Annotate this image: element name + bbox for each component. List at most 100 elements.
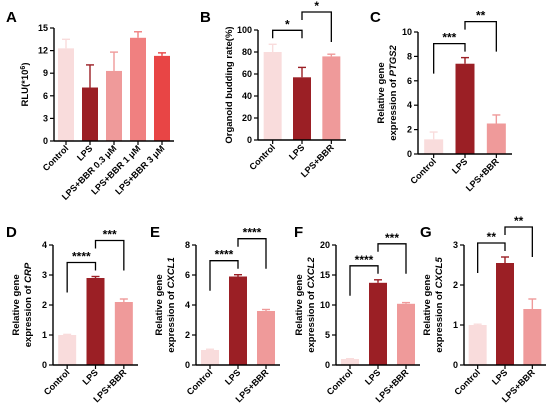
significance-bracket (209, 260, 239, 291)
significance-bracket (272, 29, 303, 39)
significance-bracket (477, 242, 506, 273)
y-tick-label: 2 (407, 125, 412, 135)
bar-2 (82, 87, 98, 141)
bar-3 (114, 302, 133, 365)
significance-label: *** (442, 31, 456, 45)
y-axis-label: Relative gene (154, 274, 165, 335)
significance-label: ** (514, 214, 524, 228)
bar-2 (369, 282, 387, 365)
bar-3 (397, 303, 415, 365)
y-axis-label: Relative gene (294, 274, 305, 335)
x-tick-label: Control (408, 156, 438, 186)
y-tick-label: 4 (42, 240, 47, 250)
x-tick-label: Control (42, 367, 72, 397)
bar-3 (486, 123, 506, 154)
bar-1 (58, 335, 77, 365)
bar-2 (86, 278, 105, 365)
significance-label: * (285, 17, 290, 31)
significance-label: * (314, 0, 319, 13)
y-tick-label: 0 (43, 136, 48, 146)
bar-1 (424, 139, 444, 154)
x-tick-label: LPS+BBR (464, 156, 501, 193)
y-tick-label: 0 (247, 135, 252, 145)
y-tick-label: 1 (453, 320, 458, 330)
y-tick-label: 80 (242, 47, 252, 57)
bar-1 (58, 48, 74, 142)
bar-3 (257, 311, 275, 365)
panel-letter: G (420, 224, 432, 241)
bar-5 (154, 55, 170, 141)
x-tick-label: Control (185, 367, 215, 397)
y-axis-label: RLU(*106) (20, 62, 31, 106)
y-tick-label: 20 (320, 240, 330, 250)
y-tick-label: 20 (242, 113, 252, 123)
y-tick-label: 8 (185, 240, 190, 250)
y-axis-label: Relative gene (11, 274, 22, 335)
significance-bracket (301, 11, 332, 42)
x-tick-label: Control (41, 143, 71, 173)
panel-letter: D (6, 224, 17, 241)
significance-bracket (349, 265, 379, 296)
bar-2 (496, 263, 514, 365)
significance-label: ** (476, 9, 486, 23)
y-axis-label: Organoid budding rate(%) (224, 26, 235, 143)
bar-4 (130, 37, 146, 141)
x-tick-label: LPS (363, 367, 382, 386)
y-tick-label: 10 (402, 27, 412, 37)
panel-letter: E (150, 224, 160, 241)
significance-bracket (66, 261, 97, 293)
y-tick-label: 9 (43, 68, 48, 78)
y-tick-label: 0 (407, 149, 412, 159)
significance-label: **** (355, 253, 374, 267)
bar-1 (341, 359, 359, 365)
x-tick-label: Control (452, 367, 482, 397)
y-tick-label: 0 (42, 360, 47, 370)
y-tick-label: 4 (407, 100, 412, 110)
y-tick-label: 8 (407, 51, 412, 61)
y-axis-label: expression of PTGS2 (388, 45, 399, 141)
bar-2 (229, 276, 247, 365)
y-tick-label: 12 (38, 46, 48, 56)
y-tick-label: 15 (320, 270, 330, 280)
y-tick-label: 3 (42, 270, 47, 280)
y-tick-label: 40 (242, 91, 252, 101)
y-tick-label: 6 (407, 76, 412, 86)
x-tick-label: Control (325, 367, 355, 397)
bar-1 (201, 350, 219, 365)
significance-bracket (94, 239, 125, 271)
y-axis-label: Relative gene (376, 62, 387, 123)
significance-bracket (464, 20, 497, 52)
bar-3 (106, 70, 122, 141)
significance-label: *** (385, 231, 399, 245)
bar-2 (455, 63, 475, 154)
y-tick-label: 3 (43, 113, 48, 123)
x-tick-label: Control (247, 142, 277, 172)
bar-3 (322, 56, 341, 140)
significance-bracket (377, 243, 407, 274)
y-tick-label: 6 (185, 270, 190, 280)
y-tick-label: 10 (320, 300, 330, 310)
y-tick-label: 3 (453, 240, 458, 250)
bar-3 (523, 309, 542, 365)
significance-bracket (504, 226, 533, 257)
y-tick-label: 0 (185, 360, 190, 370)
bar-2 (293, 77, 311, 140)
y-tick-label: 5 (325, 330, 330, 340)
y-axis-label: expression of CRP (23, 262, 34, 347)
x-tick-label: LPS (223, 367, 242, 386)
bar-1 (263, 52, 282, 140)
y-tick-label: 2 (185, 330, 190, 340)
y-tick-label: 100 (237, 25, 252, 35)
significance-label: ** (487, 230, 497, 244)
y-axis-label: Relative gene (422, 274, 433, 335)
significance-label: **** (243, 226, 262, 240)
significance-label: **** (72, 250, 91, 264)
y-tick-label: 6 (43, 91, 48, 101)
